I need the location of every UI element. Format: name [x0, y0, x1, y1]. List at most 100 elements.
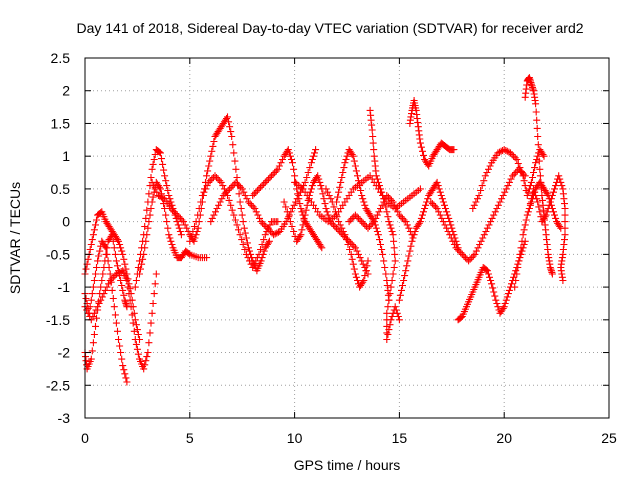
data-point-marker — [192, 218, 200, 226]
data-point-marker — [205, 162, 213, 170]
data-point-marker — [129, 303, 137, 311]
data-point-marker — [168, 241, 176, 248]
data-point-marker — [518, 237, 526, 245]
y-tick-label: 1 — [62, 148, 70, 164]
data-point-marker — [183, 224, 191, 232]
data-point-marker — [215, 201, 223, 209]
data-point-marker — [355, 250, 362, 258]
data-point-marker — [538, 192, 546, 199]
data-point-marker — [82, 357, 90, 365]
data-point-marker — [390, 264, 398, 271]
data-point-marker — [512, 169, 520, 176]
data-point-marker — [496, 198, 504, 206]
data-point-marker — [343, 152, 351, 160]
data-point-marker — [399, 282, 406, 289]
data-point-marker — [393, 309, 401, 317]
data-point-marker — [373, 211, 381, 219]
data-point-marker — [407, 242, 415, 250]
data-point-marker — [144, 224, 152, 232]
data-point-marker — [348, 255, 356, 263]
data-point-marker — [536, 165, 544, 173]
data-point-marker — [241, 192, 249, 199]
data-point-marker — [526, 201, 534, 209]
data-point-marker — [507, 149, 514, 157]
data-point-marker — [349, 152, 357, 160]
data-point-marker — [474, 195, 481, 203]
data-point-marker — [503, 293, 511, 301]
data-point-marker — [283, 208, 291, 216]
data-point-marker — [248, 201, 256, 209]
data-point-marker — [430, 201, 438, 209]
data-point-marker — [534, 141, 542, 149]
data-point-marker — [275, 162, 283, 170]
data-point-marker — [148, 165, 156, 173]
data-point-marker — [109, 273, 117, 281]
data-point-marker — [280, 198, 288, 206]
data-point-marker — [454, 246, 462, 253]
data-point-marker — [496, 148, 503, 156]
data-point-marker — [304, 169, 312, 176]
data-point-marker — [525, 205, 533, 212]
data-point-marker — [383, 309, 391, 317]
data-point-marker — [175, 213, 183, 221]
data-point-marker — [392, 306, 400, 314]
data-point-marker — [540, 152, 548, 160]
data-point-marker — [112, 257, 120, 265]
data-point-marker — [88, 347, 96, 355]
data-point-marker — [384, 193, 392, 201]
data-point-marker — [523, 81, 531, 89]
data-point-marker — [242, 250, 250, 258]
data-point-marker — [233, 221, 241, 229]
data-point-marker — [437, 192, 445, 199]
data-point-marker — [402, 267, 410, 275]
data-point-marker — [264, 239, 272, 247]
data-point-marker — [132, 277, 140, 284]
data-point-marker — [242, 234, 250, 242]
data-point-marker — [125, 280, 133, 288]
data-point-marker — [185, 250, 193, 257]
data-point-marker — [465, 257, 473, 265]
data-point-marker — [295, 195, 303, 203]
data-point-marker — [272, 167, 280, 175]
data-point-marker — [141, 244, 149, 252]
data-point-marker — [351, 162, 359, 170]
data-point-marker — [441, 221, 449, 229]
y-tick-label: 0.5 — [51, 181, 71, 197]
y-axis-title: SDTVAR / TECUs — [7, 182, 23, 294]
data-point-marker — [147, 174, 155, 181]
data-point-marker — [529, 174, 536, 181]
data-point-marker — [122, 265, 130, 273]
data-point-marker — [146, 211, 154, 219]
data-point-marker — [417, 214, 425, 222]
data-point-marker — [141, 223, 149, 230]
data-point-marker — [545, 195, 553, 203]
data-point-marker — [156, 192, 164, 200]
data-point-marker — [532, 159, 540, 167]
data-point-marker — [296, 232, 304, 240]
data-point-marker — [213, 174, 220, 181]
data-point-marker — [90, 226, 98, 234]
data-point-marker — [297, 205, 305, 212]
data-point-marker — [126, 285, 134, 293]
data-point-marker — [337, 178, 345, 186]
data-point-marker — [373, 175, 381, 183]
data-point-marker — [284, 146, 292, 154]
data-point-marker — [530, 87, 537, 95]
data-point-marker — [252, 257, 260, 265]
data-point-marker — [271, 230, 279, 238]
data-point-marker — [289, 159, 296, 167]
data-point-marker — [116, 241, 124, 248]
plot-frame — [84, 57, 610, 419]
data-point-marker — [210, 211, 218, 219]
data-point-marker — [140, 365, 148, 373]
data-point-marker — [137, 265, 144, 273]
data-point-marker — [499, 192, 507, 199]
data-point-marker — [106, 270, 114, 278]
data-point-marker — [246, 200, 254, 208]
data-point-marker — [121, 370, 129, 378]
data-point-marker — [136, 270, 143, 278]
data-point-marker — [475, 192, 483, 199]
data-point-marker — [289, 205, 296, 212]
data-point-marker — [286, 218, 294, 226]
data-point-marker — [380, 198, 388, 206]
